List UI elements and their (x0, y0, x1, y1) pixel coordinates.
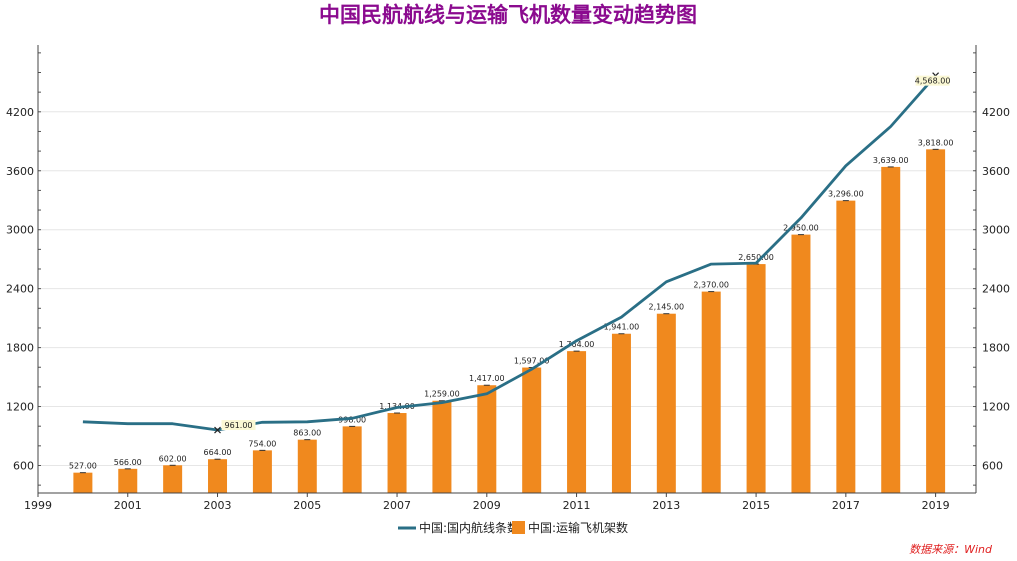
y-tick-label-right: 3600 (982, 165, 1010, 178)
bar (163, 465, 183, 493)
bar (881, 166, 901, 494)
y-tick-label-right: 3000 (982, 224, 1010, 237)
y-tick-label-right: 4200 (982, 106, 1010, 119)
bar (746, 264, 766, 493)
legend-bar-label: 中国:运输飞机架数 (528, 520, 628, 535)
bar (522, 367, 542, 493)
x-tick-label: 2019 (922, 499, 950, 512)
bar-value-label: 2,650.00 (738, 253, 774, 262)
bar (432, 400, 452, 493)
line-value-label: 961.00 (225, 421, 253, 430)
x-tick-label: 2013 (652, 499, 680, 512)
bar (791, 234, 811, 494)
bar-value-label: 3,296.00 (828, 190, 864, 199)
x-tick-label: 2011 (563, 499, 591, 512)
bar-value-label: 1,259.00 (424, 390, 460, 399)
bar-value-label: 1,764.00 (559, 340, 595, 349)
bar (611, 333, 631, 493)
bar (118, 468, 138, 493)
x-tick-label: 2001 (114, 499, 142, 512)
bar (297, 439, 317, 493)
y-tick-label-left: 2400 (6, 283, 34, 296)
bar-series (73, 148, 946, 494)
chart-title: 中国民航航线与运输飞机数量变动趋势图 (319, 3, 697, 27)
y-tick-label-right: 600 (982, 459, 1003, 472)
y-tick-label-left: 4200 (6, 106, 34, 119)
line-value-label: 4,568.00 (915, 77, 951, 86)
y-tick-label-right: 1800 (982, 342, 1010, 355)
line-series: 961.00 4,568.00 (82, 72, 951, 434)
legend-bar-swatch (512, 521, 525, 534)
y-tick-label-left: 3600 (6, 165, 34, 178)
y-tick-label-right: 2400 (982, 283, 1010, 296)
bar (701, 291, 721, 493)
x-tick-label: 2009 (473, 499, 501, 512)
data-source-note: 数据来源：Wind (909, 543, 993, 556)
bar (73, 472, 93, 493)
bar-value-label: 566.00 (114, 458, 142, 467)
bar-value-label: 1,417.00 (469, 374, 505, 383)
x-tick-label: 2007 (383, 499, 411, 512)
axes: 600 600 1200 1200 1800 1800 2400 2400 3000 3000 36… (6, 45, 1010, 512)
bar-data-labels: 527.00 566.00 602.00 664.00 754.00 863.00 998.… (69, 138, 954, 470)
line-marker (214, 426, 221, 434)
bar-value-label: 2,950.00 (783, 224, 819, 233)
bar (656, 313, 676, 493)
bar-value-label: 527.00 (69, 462, 97, 471)
bar-value-label: 3,818.00 (918, 138, 954, 147)
y-tick-label-left: 1800 (6, 342, 34, 355)
bar (567, 351, 587, 493)
bar-value-label: 3,639.00 (873, 156, 909, 165)
x-tick-label: 2017 (832, 499, 860, 512)
y-tick-label-left: 1200 (6, 401, 34, 414)
bar (387, 413, 407, 493)
y-tick-label-left: 3000 (6, 224, 34, 237)
x-tick-label: 2015 (742, 499, 770, 512)
bar (208, 459, 228, 493)
x-tick-label: 2005 (293, 499, 321, 512)
bar (836, 200, 856, 494)
bar-value-label: 1,941.00 (604, 323, 640, 332)
bar (926, 149, 946, 493)
bar-value-label: 2,370.00 (693, 281, 729, 290)
line-label-bg (221, 420, 256, 431)
bar-value-label: 863.00 (293, 429, 321, 438)
gridlines (38, 111, 976, 466)
bar (342, 426, 362, 493)
bar (477, 385, 497, 493)
bar-value-label: 664.00 (204, 448, 232, 457)
legend-line-label: 中国:国内航线条数 (419, 520, 519, 535)
bar-value-label: 602.00 (159, 454, 187, 463)
y-tick-label-right: 1200 (982, 401, 1010, 414)
bar-value-label: 754.00 (248, 439, 276, 448)
bar-value-label: 2,145.00 (649, 303, 685, 312)
x-tick-label: 2003 (204, 499, 232, 512)
bar (252, 450, 272, 493)
bar-value-label: 998.00 (338, 415, 366, 424)
y-tick-label-left: 600 (13, 459, 34, 472)
legend: 中国:国内航线条数 中国:运输飞机架数 (398, 520, 628, 535)
x-tick-label: 1999 (24, 499, 52, 512)
line-label-bg (915, 75, 950, 86)
bar-value-label: 1,597.00 (514, 357, 550, 366)
